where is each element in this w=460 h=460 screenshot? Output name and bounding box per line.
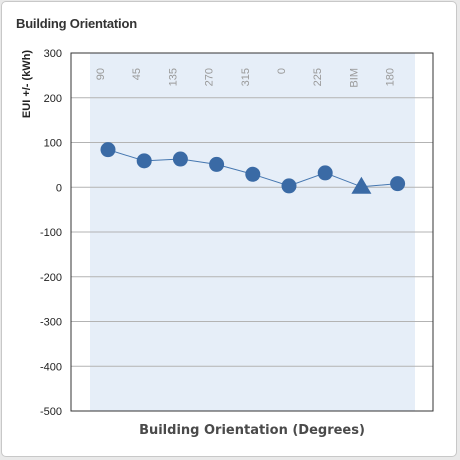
x-tick-label: 180 bbox=[385, 68, 397, 86]
x-tick-label: 0 bbox=[276, 68, 288, 74]
y-tick-label: -100 bbox=[40, 227, 62, 239]
data-point bbox=[209, 156, 225, 172]
x-tick-label: BIM bbox=[348, 68, 360, 88]
x-tick-label: 225 bbox=[312, 68, 324, 86]
plot-frame bbox=[70, 52, 434, 412]
x-axis-title: Building Orientation (Degrees) bbox=[139, 423, 365, 438]
y-tick-label: -200 bbox=[40, 272, 62, 284]
data-point bbox=[317, 165, 333, 181]
panel-title: Building Orientation bbox=[16, 16, 137, 31]
x-tick-label: 90 bbox=[95, 68, 107, 80]
x-tick-label: 135 bbox=[167, 68, 179, 86]
x-tick-label: 315 bbox=[240, 68, 252, 86]
y-tick-label: -400 bbox=[40, 361, 62, 373]
series-markers bbox=[100, 142, 406, 194]
y-tick-label: -500 bbox=[40, 406, 62, 418]
y-axis-title: EUI +/- (kWh) bbox=[21, 50, 33, 118]
data-point bbox=[172, 151, 188, 167]
data-point bbox=[245, 166, 261, 182]
x-tick-label: 270 bbox=[204, 68, 216, 86]
y-tick-labels: 300 200 100 0 -100 -200 -300 -400 -500 bbox=[40, 48, 62, 418]
y-tick-label: 100 bbox=[44, 138, 62, 150]
x-tick-label: 45 bbox=[131, 68, 143, 80]
data-point-triangle bbox=[351, 176, 372, 194]
x-tick-labels: 90 45 135 270 315 0 225 BIM 180 bbox=[95, 68, 397, 88]
data-point bbox=[390, 176, 406, 192]
data-point bbox=[136, 153, 152, 169]
y-tick-label: 0 bbox=[56, 182, 62, 194]
y-tick-label: -300 bbox=[40, 317, 62, 329]
data-point bbox=[100, 142, 116, 158]
data-point bbox=[281, 178, 297, 194]
y-tick-label: 300 bbox=[44, 48, 62, 60]
y-tick-label: 200 bbox=[44, 93, 62, 105]
